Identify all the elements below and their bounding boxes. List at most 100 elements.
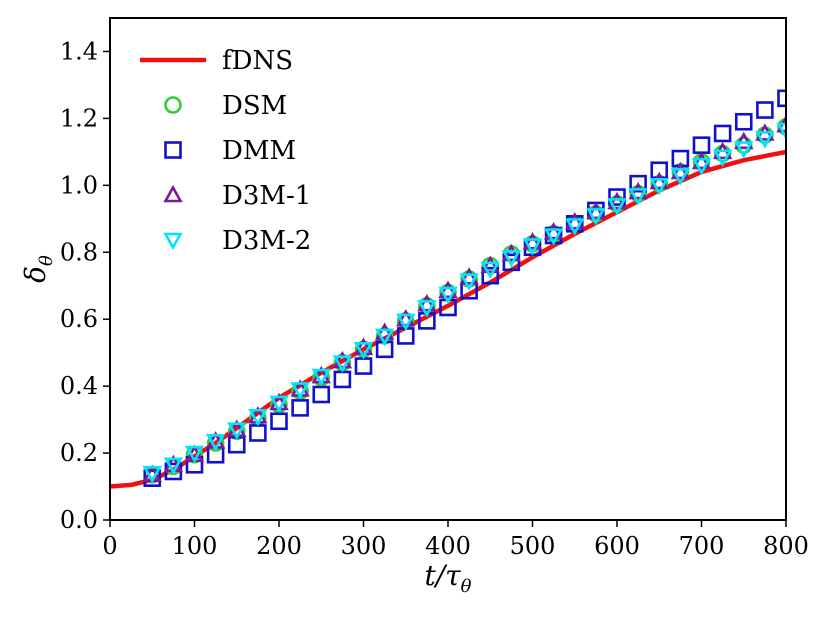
data-point-d3m-2 — [734, 141, 754, 159]
data-point-d3m-2 — [755, 131, 775, 149]
series-d3m-2 — [142, 122, 786, 484]
y-axis-label: δθ — [19, 255, 57, 283]
data-point-d3m-2 — [607, 198, 627, 216]
legend-marker-dsm — [164, 96, 182, 114]
y-tick-label: 1.4 — [60, 37, 98, 65]
data-point-dmm — [629, 174, 647, 193]
data-point-dmm — [502, 253, 521, 272]
data-point-d3m-1 — [543, 222, 564, 240]
data-point-dmm — [249, 424, 267, 442]
data-point-dmm — [270, 412, 288, 431]
data-point-d3m-1 — [438, 280, 458, 299]
data-point-d3m-1 — [417, 293, 437, 312]
legend-item-fdns: fDNS — [140, 46, 293, 76]
legend-marker-d3m-1 — [163, 184, 183, 203]
data-point-dmm — [354, 357, 373, 375]
legend-label-dsm: DSM — [222, 91, 287, 121]
legend-label-fdns: fDNS — [222, 46, 293, 76]
data-point-dmm — [777, 89, 786, 108]
data-point-d3m-1 — [649, 171, 669, 190]
data-point-d3m-2 — [670, 167, 691, 186]
y-tick-label: 0.8 — [60, 238, 98, 266]
data-point-d3m-2 — [628, 188, 648, 206]
y-tick-label: 0.4 — [60, 372, 98, 400]
x-tick-label: 400 — [425, 532, 471, 560]
x-tick-label: 300 — [341, 532, 387, 560]
data-point-d3m-2 — [586, 208, 606, 226]
data-point-d3m-2 — [565, 218, 585, 236]
data-point-d3m-1 — [607, 191, 627, 210]
legend-item-dmm: DMM — [164, 136, 296, 166]
x-axis-label: t/τθ — [424, 559, 471, 597]
data-point-dmm — [734, 112, 753, 131]
x-tick-label: 200 — [256, 532, 302, 560]
data-point-d3m-2 — [396, 313, 416, 332]
data-point-d3m-2 — [691, 157, 712, 176]
data-point-d3m-2 — [459, 273, 479, 291]
legend-item-d3m-1: D3M-1 — [163, 181, 311, 211]
data-point-dmm — [713, 124, 732, 143]
data-point-dmm — [650, 161, 669, 180]
data-point-dmm — [481, 266, 500, 285]
x-tick-label: 100 — [172, 532, 218, 560]
legend-item-d3m-2: D3M-2 — [163, 226, 311, 256]
data-point-d3m-1 — [480, 255, 500, 273]
data-point-d3m-1 — [691, 151, 712, 170]
x-tick-label: 700 — [679, 532, 725, 560]
data-point-d3m-2 — [163, 457, 184, 475]
data-point-d3m-2 — [543, 228, 564, 246]
data-point-dmm — [692, 136, 711, 154]
x-tick-label: 500 — [510, 532, 556, 560]
legend-label-dmm: DMM — [222, 136, 296, 166]
axis-ticks: 0 100 200 300 400 500 600 700 800 0.0 0.2 0.4 0.6 0.8… — [60, 37, 809, 560]
data-point-d3m-1 — [628, 181, 648, 200]
data-point-dmm — [756, 101, 774, 119]
legend-marker-d3m-2 — [163, 232, 183, 251]
data-point-dmm — [312, 385, 331, 404]
data-point-d3m-2 — [712, 149, 733, 168]
data-point-d3m-2 — [480, 261, 500, 280]
data-point-d3m-1 — [501, 243, 522, 262]
data-point-d3m-2 — [776, 122, 786, 141]
data-point-d3m-2 — [438, 286, 458, 305]
data-point-d3m-1 — [586, 201, 606, 220]
data-point-d3m-2 — [269, 395, 289, 414]
data-point-d3m-2 — [353, 342, 374, 360]
y-tick-label: 0.2 — [60, 439, 98, 467]
data-point-d3m-2 — [649, 178, 669, 196]
data-point-d3m-1 — [396, 309, 416, 327]
data-point-d3m-2 — [248, 408, 268, 427]
data-point-d3m-1 — [670, 161, 691, 180]
data-point-d3m-2 — [417, 300, 437, 318]
data-point-d3m-1 — [459, 267, 479, 285]
y-tick-label: 0.6 — [60, 305, 98, 333]
legend: fDNS DSM DMM D3M-1 D3M-2 — [140, 46, 311, 256]
y-tick-label: 1.0 — [60, 171, 98, 199]
data-point-d3m-1 — [374, 322, 395, 340]
data-point-d3m-2 — [374, 328, 395, 347]
data-point-d3m-1 — [565, 211, 585, 230]
data-point-d3m-1 — [332, 350, 353, 369]
legend-marker-dmm — [164, 141, 182, 159]
data-point-d3m-2 — [290, 382, 310, 400]
data-point-dmm — [291, 399, 309, 417]
data-point-d3m-2 — [227, 422, 247, 440]
data-point-d3m-2 — [142, 465, 162, 484]
plot-marks — [110, 89, 786, 489]
data-point-d3m-2 — [501, 249, 522, 268]
data-point-dmm — [185, 455, 204, 474]
x-tick-label: 0 — [102, 532, 117, 560]
legend-label-d3m-2: D3M-2 — [222, 226, 311, 256]
data-point-d3m-1 — [522, 232, 543, 250]
legend-item-dsm: DSM — [164, 91, 287, 121]
data-point-dmm — [608, 188, 626, 206]
data-point-d3m-2 — [184, 445, 205, 464]
data-point-d3m-1 — [734, 131, 754, 150]
y-tick-label: 1.2 — [60, 104, 98, 132]
data-point-dmm — [333, 370, 352, 389]
x-tick-label: 800 — [763, 532, 809, 560]
data-point-d3m-2 — [311, 368, 331, 387]
data-point-d3m-1 — [353, 337, 374, 355]
x-tick-label: 600 — [594, 532, 640, 560]
